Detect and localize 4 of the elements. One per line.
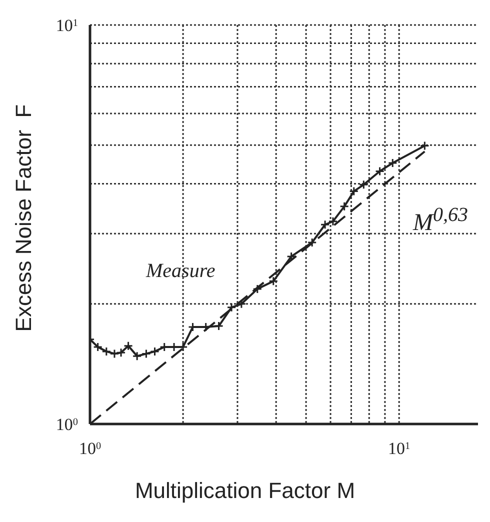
y-axis-title: Excess Noise Factor F (11, 104, 37, 332)
series-label: M$^{0,63}$ (413, 204, 468, 237)
x-axis-title: Multiplication Factor M (134, 478, 356, 504)
series-label: Measure (146, 260, 216, 283)
